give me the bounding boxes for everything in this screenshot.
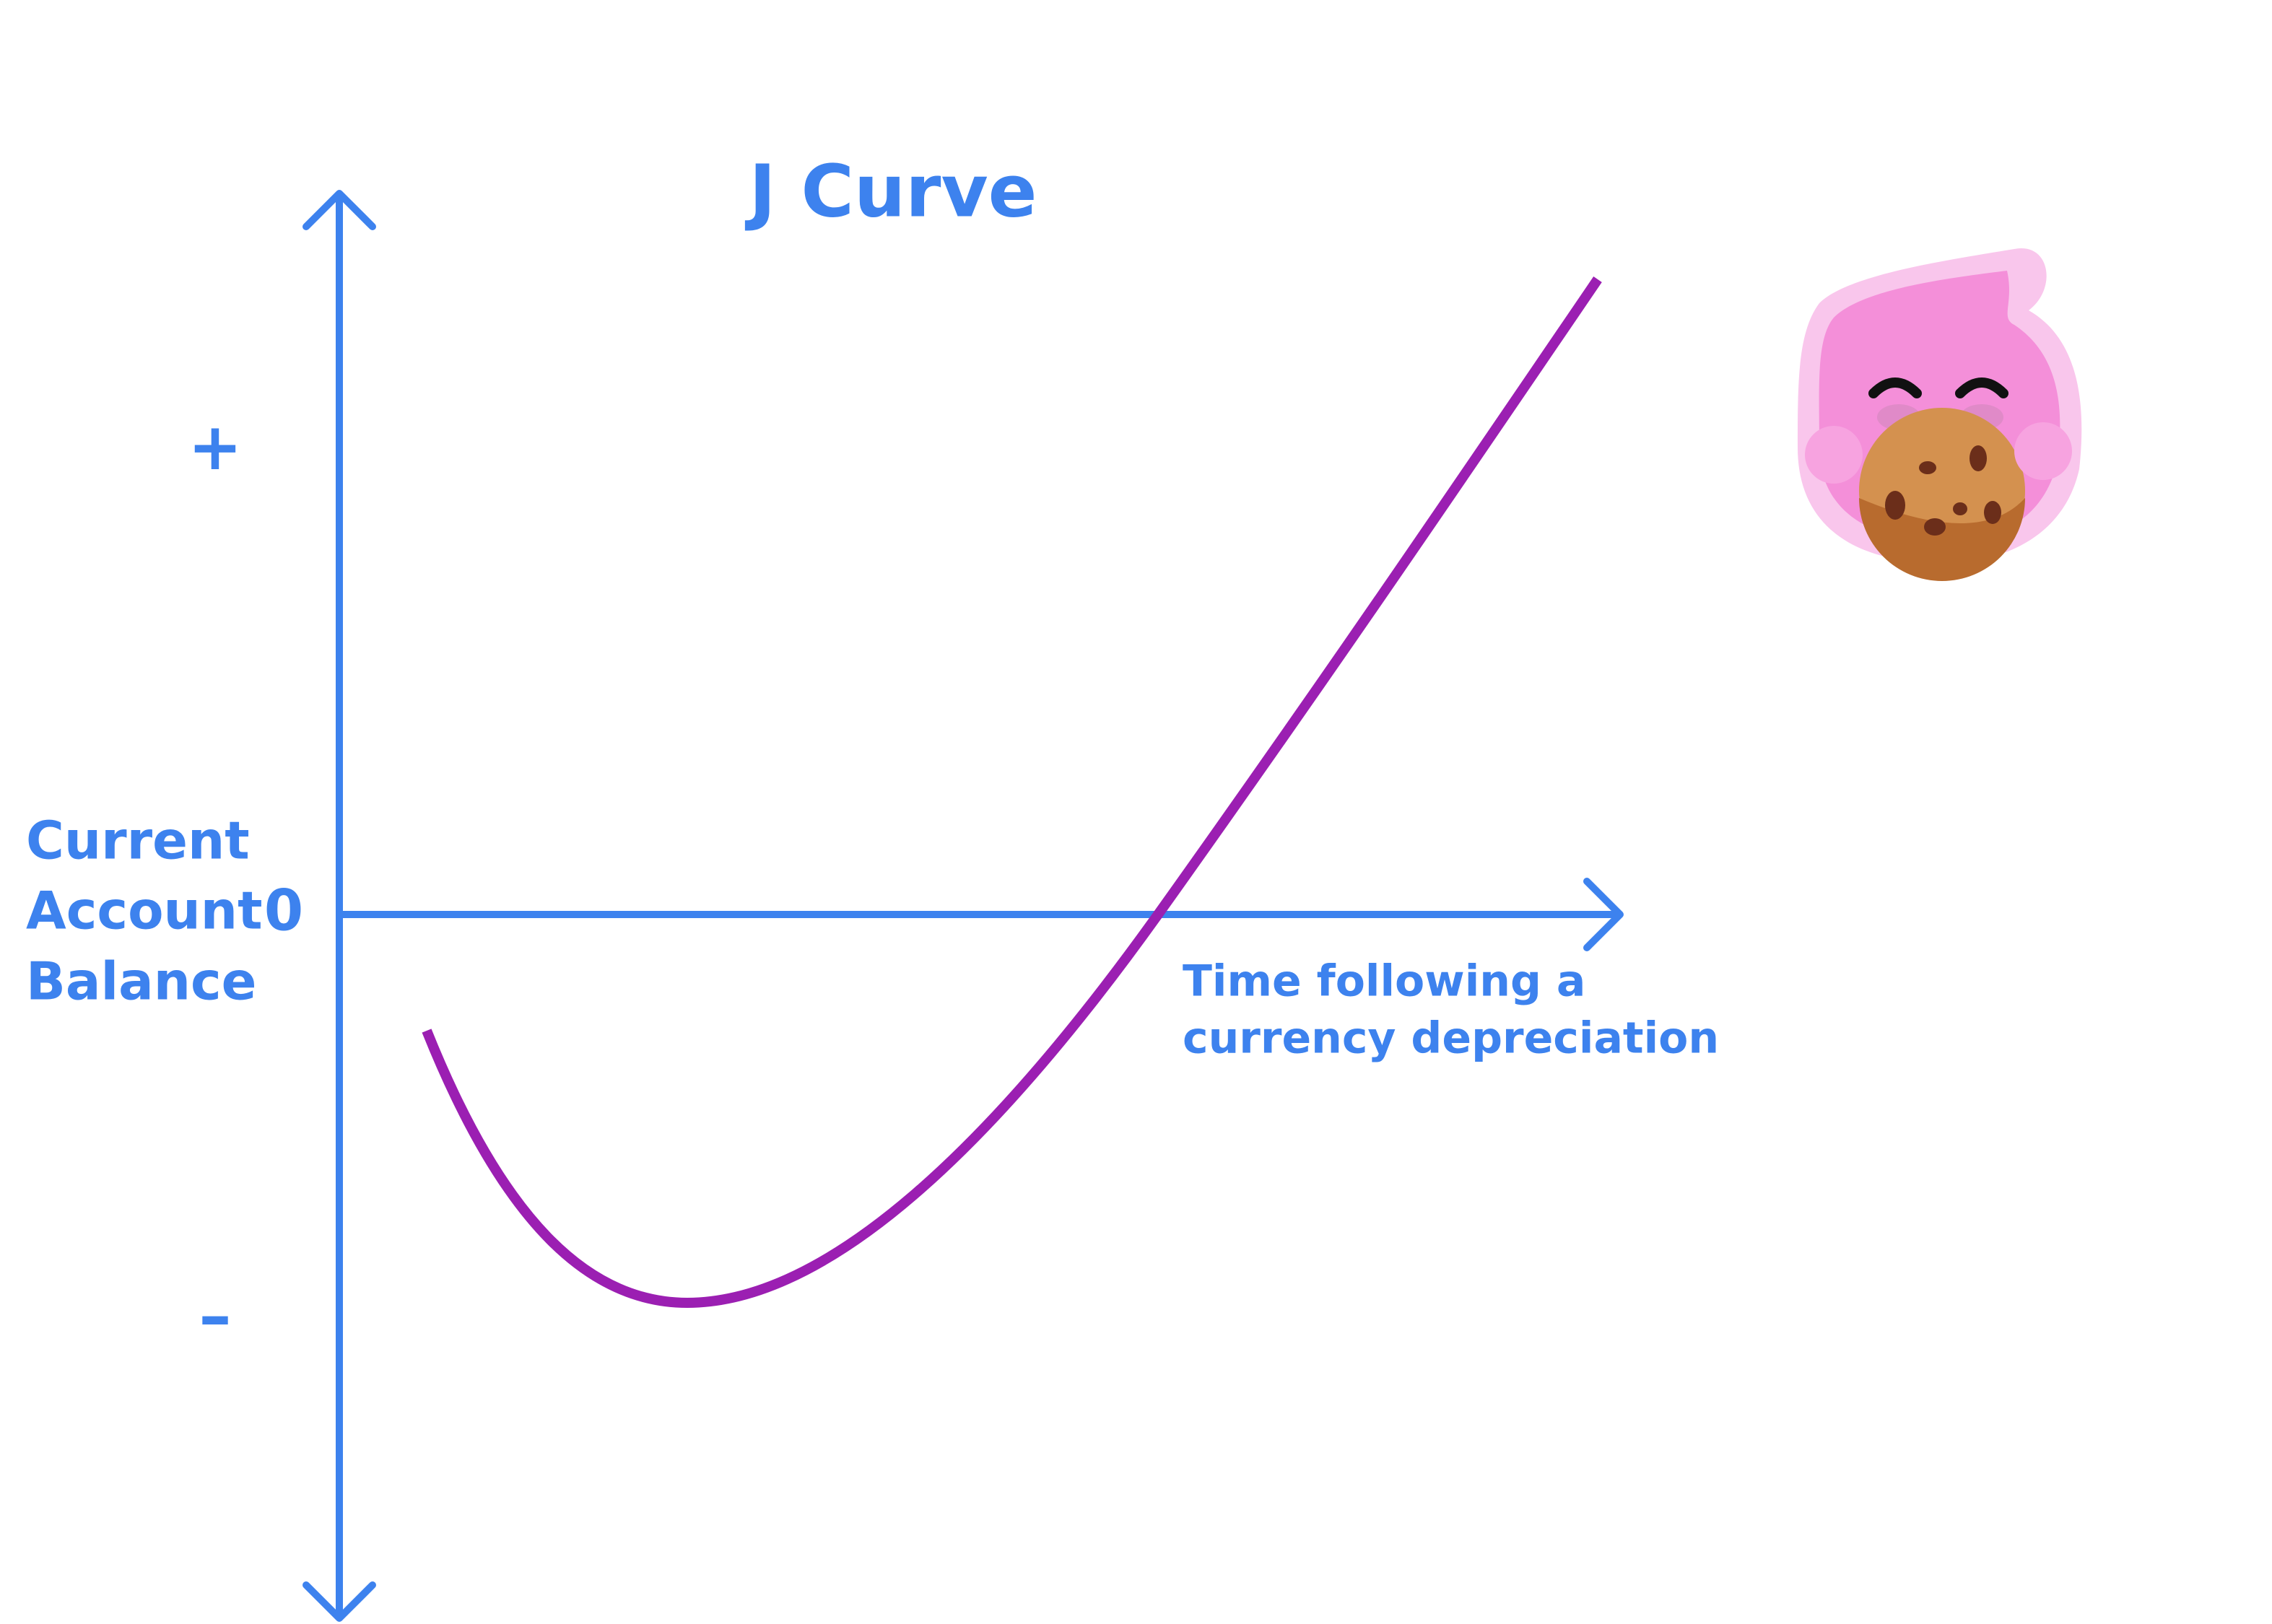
zero-label: 0 <box>264 878 303 943</box>
x-label-line: Time following a <box>1183 956 1585 1007</box>
axes <box>303 190 1624 1622</box>
y-label-line: Current <box>26 811 250 871</box>
y-arrow-top <box>303 190 376 230</box>
minus-label: – <box>199 1278 232 1354</box>
y-label-line: Balance <box>26 951 257 1012</box>
x-label-line: currency depreciation <box>1183 1013 1719 1064</box>
y-label-line: Account <box>26 881 262 941</box>
j-curve <box>422 276 1602 1309</box>
mascot <box>1798 248 2082 581</box>
y-arrow-bottom <box>303 1581 376 1622</box>
title: J Curve <box>745 149 1037 233</box>
plus-label: + <box>188 409 242 485</box>
x-arrow <box>1583 878 1624 951</box>
